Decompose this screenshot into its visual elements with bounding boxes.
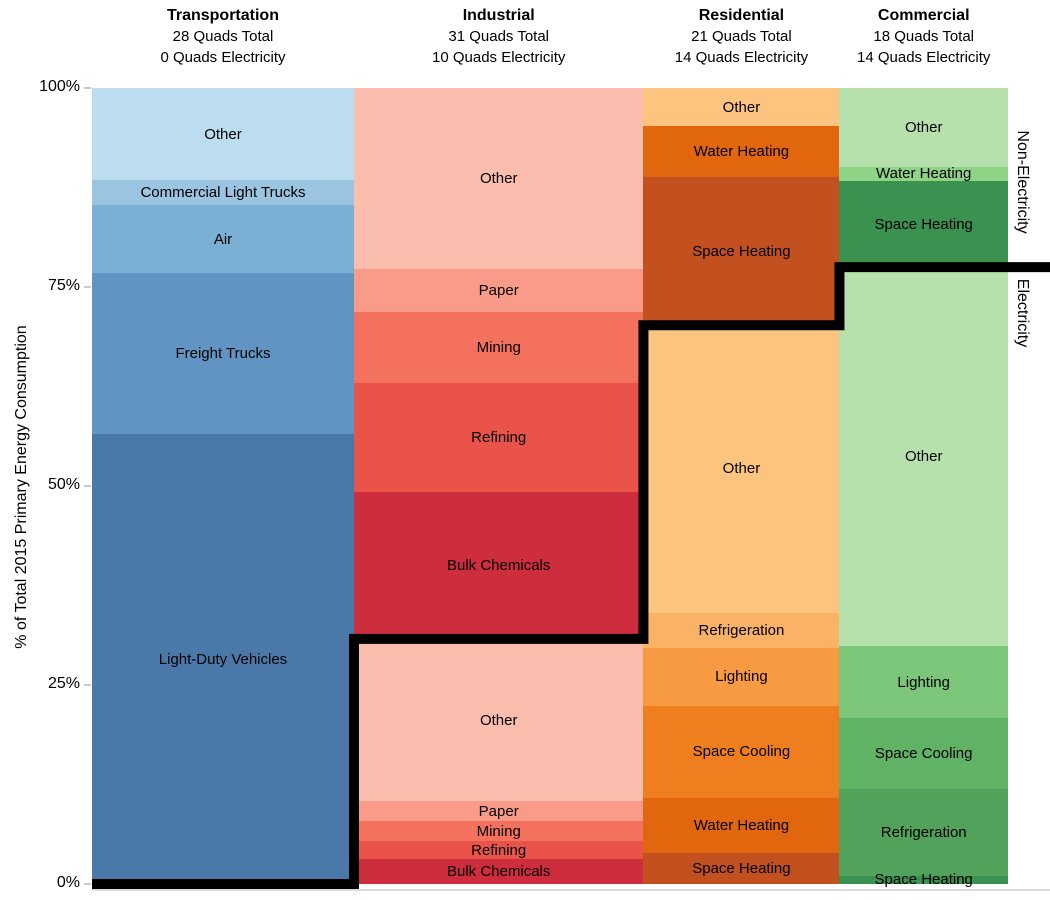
segment-label: Other <box>904 448 943 465</box>
ytick-100-: 100% <box>39 78 80 95</box>
header-total-quads: 21 Quads Total <box>691 28 792 45</box>
segment-label: Space Cooling <box>692 743 791 761</box>
segment-label: Other <box>722 98 761 116</box>
bottom-border <box>92 889 1050 891</box>
segment-transportation-non-electricity-freight-trucks: Freight Trucks <box>92 273 354 435</box>
segment-label: Other <box>204 125 242 143</box>
header-total-quads: 18 Quads Total <box>873 28 975 45</box>
ytick-0-: 0% <box>56 874 80 891</box>
header-transportation: Transportation 28 Quads Total 0 Quads Elec… <box>83 5 363 68</box>
column-residential: Other Water Heating Space Heating Other Refr… <box>643 88 840 884</box>
segment-commercial-non-electricity-other: Other <box>839 88 1008 167</box>
header-commercial: Commercial 18 Quads Total 14 Quads Electri… <box>784 5 1050 68</box>
segment-label: Commercial Light Trucks <box>140 184 306 202</box>
segment-label: Water Heating <box>693 143 790 161</box>
segment-label: Water Heating <box>876 165 972 183</box>
column-industrial: Other Paper Mining Refining Bulk Chemicals Ot… <box>353 88 644 884</box>
segment-residential-non-electricity-space-heating: Space Heating <box>643 177 840 326</box>
segment-residential-electricity-other: Other <box>643 325 840 613</box>
segment-industrial-non-electricity-bulk-chemicals: Bulk Chemicals <box>353 492 644 639</box>
segment-industrial-non-electricity-mining: Mining <box>353 311 644 383</box>
segment-label: Space Heating <box>692 242 791 260</box>
segment-label: Refrigeration <box>880 824 967 842</box>
header-electricity-quads: 14 Quads Electricity <box>674 49 809 66</box>
segment-industrial-non-electricity-other: Other <box>353 88 644 270</box>
segment-industrial-non-electricity-refining: Refining <box>353 382 644 493</box>
segment-industrial-electricity-paper: Paper <box>353 801 644 822</box>
segment-label: Refining <box>471 841 527 859</box>
ytick-mark <box>84 286 91 288</box>
segment-residential-electricity-space-cooling: Space Cooling <box>643 705 840 798</box>
segment-residential-electricity-space-heating: Space Heating <box>643 852 840 884</box>
segment-residential-electricity-lighting: Lighting <box>643 648 840 706</box>
segment-transportation-non-electricity-other: Other <box>92 88 354 181</box>
segment-label: Mining <box>476 338 521 356</box>
segment-industrial-non-electricity-paper: Paper <box>353 269 644 312</box>
header-total-quads: 28 Quads Total <box>172 28 274 45</box>
segment-industrial-electricity-refining: Refining <box>353 840 644 860</box>
segment-residential-electricity-refrigeration: Refrigeration <box>643 612 840 649</box>
ytick-25-: 25% <box>47 675 80 692</box>
segment-industrial-electricity-mining: Mining <box>353 821 644 841</box>
header-title: Commercial <box>877 7 970 24</box>
segment-label: Other <box>904 118 943 136</box>
segment-label: Lighting <box>715 668 768 686</box>
segment-residential-non-electricity-water-heating: Water Heating <box>643 126 840 178</box>
header-total-quads: 31 Quads Total <box>448 28 550 45</box>
electricity-label: Electricity <box>1014 278 1031 348</box>
segment-label: Paper <box>478 802 519 820</box>
segment-label: Water Heating <box>693 816 790 834</box>
segment-commercial-non-electricity-space-heating: Space Heating <box>839 181 1008 268</box>
segment-commercial-non-electricity-water-heating: Water Heating <box>839 165 1008 183</box>
ytick-mark <box>84 87 91 89</box>
segment-transportation-non-electricity-air: Air <box>92 205 354 274</box>
segment-commercial-electricity-space-heating: Space Heating <box>839 871 1008 888</box>
header-title: Industrial <box>462 7 535 24</box>
non-electricity-label: Non-Electricity <box>1014 130 1031 234</box>
segment-industrial-electricity-other: Other <box>353 638 644 802</box>
segment-label: Bulk Chemicals <box>447 557 551 575</box>
segment-commercial-electricity-other: Other <box>839 267 1008 646</box>
segment-residential-electricity-water-heating: Water Heating <box>643 797 840 853</box>
header-electricity-quads: 10 Quads Electricity <box>432 49 566 66</box>
segment-label: Paper <box>478 282 519 300</box>
segment-label: Refining <box>471 428 527 446</box>
segment-commercial-electricity-lighting: Lighting <box>839 645 1008 719</box>
segment-commercial-electricity-space-cooling: Space Cooling <box>839 718 1008 790</box>
ytick-mark <box>84 485 91 487</box>
segment-industrial-electricity-bulk-chemicals: Bulk Chemicals <box>353 859 644 884</box>
header-electricity-quads: 14 Quads Electricity <box>857 49 991 66</box>
segment-label: Bulk Chemicals <box>447 863 551 881</box>
segment-label: Other <box>722 460 761 478</box>
segment-label: Space Heating <box>692 859 791 877</box>
segment-transportation-non-electricity-commercial-light-trucks: Commercial Light Trucks <box>92 180 354 205</box>
segment-label: Mining <box>476 822 521 840</box>
plot-area: Other Commercial Light Trucks Air Freight T… <box>92 88 1008 888</box>
segment-label: Lighting <box>897 673 950 691</box>
header-electricity-quads: 0 Quads Electricity <box>160 49 286 66</box>
segment-label: Freight Trucks <box>175 345 271 363</box>
column-commercial: Other Water Heating Space Heating Other Ligh… <box>839 88 1008 888</box>
header-industrial: Industrial 31 Quads Total 10 Quads Electri… <box>359 5 639 68</box>
segment-label: Light-Duty Vehicles <box>158 650 288 668</box>
segment-transportation-non-electricity-light-duty-vehicles: Light-Duty Vehicles <box>92 434 354 884</box>
header-residential: Residential 21 Quads Total 14 Quads Electr… <box>601 5 881 68</box>
segment-commercial-electricity-refrigeration: Refrigeration <box>839 789 1008 876</box>
header-title: Residential <box>698 7 785 24</box>
segment-label: Other <box>479 170 518 188</box>
ytick-75-: 75% <box>47 277 80 294</box>
segment-residential-non-electricity-other: Other <box>643 88 840 127</box>
segment-label: Space Cooling <box>874 745 973 763</box>
segment-label: Space Heating <box>874 871 973 889</box>
segment-label: Air <box>213 230 233 248</box>
ytick-mark <box>84 684 91 686</box>
header-title: Transportation <box>166 7 279 24</box>
ytick-50-: 50% <box>47 476 80 493</box>
segment-label: Refrigeration <box>698 621 785 639</box>
ytick-mark <box>84 883 91 885</box>
segment-label: Space Heating <box>874 215 973 233</box>
column-transportation: Other Commercial Light Trucks Air Freight T… <box>92 88 354 884</box>
segment-label: Other <box>479 711 518 729</box>
